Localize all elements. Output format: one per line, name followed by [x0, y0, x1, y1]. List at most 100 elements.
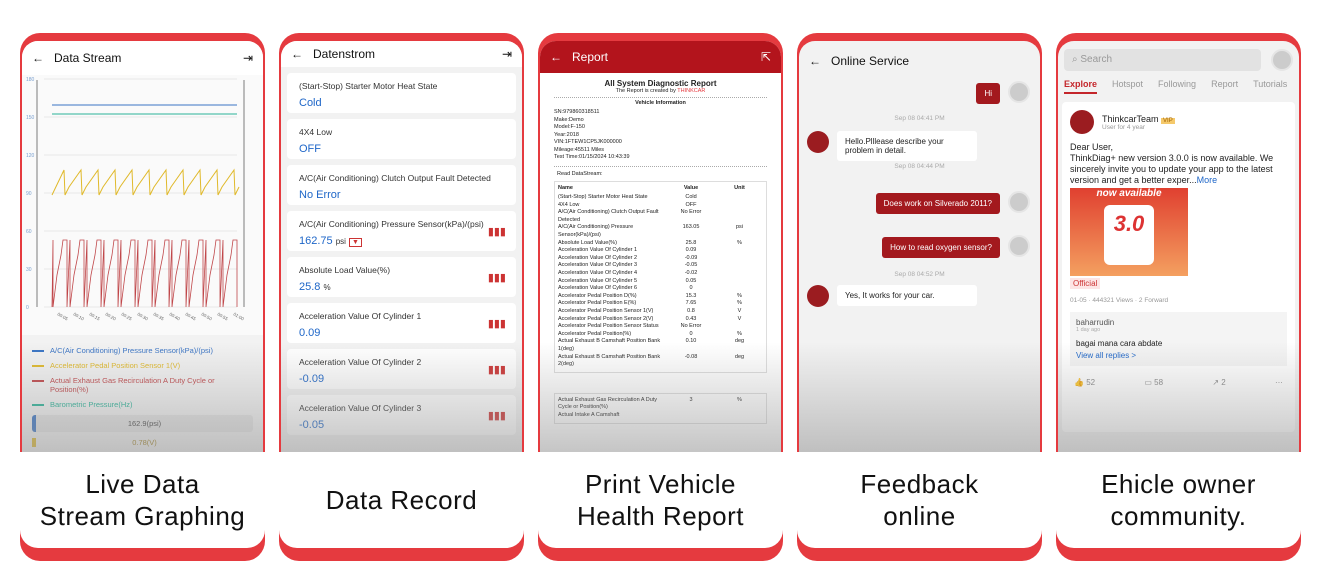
current-value-bar: 162.9(psi) [32, 415, 253, 432]
profile-avatar[interactable] [1271, 49, 1293, 71]
feature-caption: Ehicle owner community. [1056, 452, 1301, 548]
x-tick: 00:15 [89, 312, 102, 322]
x-tick: 00:50 [201, 312, 214, 322]
table-row: Actual Intake A Camshaft [558, 411, 620, 418]
table-row: A/C(Air Conditioning) Clutch Output Faul… [558, 209, 702, 223]
data-item[interactable]: Acceleration Value Of Cylinder 1 0.09 ▮▮▮ [287, 303, 516, 343]
y-tick: 60 [26, 229, 32, 235]
like-button[interactable]: 👍 52 [1074, 378, 1096, 387]
table-row: 4X4 Low OFF [558, 201, 697, 208]
phone-screen: ⌕ Search Explore Hotspot Following Report Tut… [1058, 41, 1299, 452]
export-icon[interactable]: ⇥ [501, 47, 512, 61]
export-icon[interactable]: ⇥ [242, 51, 253, 65]
tab-report[interactable]: Report [1211, 79, 1239, 89]
x-tick: 00:35 [153, 312, 166, 322]
back-icon[interactable]: ← [809, 54, 821, 68]
user-message: Hi [976, 83, 1000, 104]
x-tick: 00:30 [137, 312, 150, 322]
x-tick: 00:05 [57, 312, 70, 322]
graph-icon[interactable]: ▮▮▮ [487, 318, 506, 330]
user-message: How to read oxygen sensor? [882, 237, 1000, 258]
y-tick: 0 [26, 305, 29, 311]
data-item[interactable]: Acceleration Value Of Cylinder 3 -0.05 ▮▮▮ [287, 395, 516, 435]
data-item[interactable]: A/C(Air Conditioning) Pressure Sensor(kP… [287, 211, 516, 251]
graph-icon[interactable]: ▮▮▮ [487, 226, 506, 238]
table-row: Accelerator Pedal Position Sensor 1(V) 0.… [558, 308, 742, 314]
tab-hotspot[interactable]: Hotspot [1112, 79, 1144, 89]
feature-card: ← Online Service Hi Sep 08 04:41 PM Hello.Pl… [797, 33, 1042, 561]
search-icon: ⌕ [1072, 54, 1078, 65]
comment: baharrudin 1 day ago bagai mana cara abdat… [1070, 312, 1287, 366]
next-value-bar: 0.78(V) [32, 438, 253, 447]
table-row: Accelerator Pedal Position D(%) 15.3% [558, 292, 742, 299]
feature-caption: Print Vehicle Health Report [538, 452, 783, 548]
y-tick: 90 [26, 191, 32, 197]
post-image[interactable]: now available 3.0 [1070, 188, 1188, 276]
tab-following[interactable]: Following [1158, 79, 1197, 89]
unit-dropdown-icon[interactable]: ▼ [349, 238, 362, 247]
y-tick: 120 [26, 153, 35, 159]
back-icon[interactable]: ← [550, 50, 562, 64]
table-row: Accelerator Pedal Position Sensor Status… [558, 323, 702, 330]
feature-caption: Feedback online [797, 452, 1042, 548]
legend-swatch [32, 404, 44, 406]
graph-icon[interactable]: ▮▮▮ [487, 410, 506, 422]
series-accel-pedal [51, 168, 240, 196]
x-tick: 00:55 [217, 312, 230, 322]
phone-screen: ← Report ⇱ All System Diagnostic Report The … [540, 41, 781, 452]
table-row: Accelerator Pedal Position Sensor 2(V) 0.… [558, 315, 742, 322]
search-input[interactable]: ⌕ Search [1064, 49, 1261, 71]
official-tag: Official [1070, 278, 1101, 289]
report-title: All System Diagnostic Report [604, 79, 717, 88]
data-item[interactable]: 4X4 Low OFF [287, 119, 516, 159]
data-item[interactable]: Acceleration Value Of Cylinder 2 -0.09 ▮▮▮ [287, 349, 516, 389]
graph-icon[interactable]: ▮▮▮ [487, 364, 506, 376]
series-egr [51, 239, 238, 308]
data-item[interactable]: A/C(Air Conditioning) Clutch Output Faul… [287, 165, 516, 205]
legend-swatch [32, 365, 44, 367]
table-row: Acceleration Value Of Cylinder 5 0.05 [558, 277, 697, 284]
y-tick: 150 [26, 115, 35, 121]
y-tick: 30 [26, 267, 32, 273]
table-row: Acceleration Value Of Cylinder 4 -0.02 [558, 270, 698, 277]
phone-screen: ← Online Service Hi Sep 08 04:41 PM Hello.Pl… [799, 41, 1040, 452]
share-button[interactable]: ↗ 2 [1212, 378, 1226, 387]
table-row: Acceleration Value Of Cylinder 3 -0.05 [558, 262, 698, 269]
user-avatar [1008, 81, 1030, 103]
table-row: (Start-Stop) Starter Motor Heat State Col… [558, 194, 697, 201]
legend-item[interactable]: Accelerator Pedal Position Sensor 1(V) [32, 361, 253, 370]
share-icon[interactable]: ⇱ [760, 50, 771, 64]
agent-avatar [807, 131, 829, 153]
data-item[interactable]: (Start-Stop) Starter Motor Heat State Col… [287, 73, 516, 113]
view-replies-link[interactable]: View all replies > [1076, 351, 1137, 360]
feature-card: ⌕ Search Explore Hotspot Following Report Tut… [1056, 33, 1301, 561]
table-row: Actual Exhaust B Camshaft Position Bank … [558, 353, 745, 368]
feature-card: ← Data Stream ⇥ 0 30 60 90 120 150 180 00:05 00:10 0… [20, 33, 265, 561]
report-document: All System Diagnostic Report The Report i… [546, 73, 775, 452]
tab-tutorials[interactable]: Tutorials [1253, 79, 1288, 89]
legend-item[interactable]: A/C(Air Conditioning) Pressure Sensor(kP… [32, 346, 253, 355]
data-stream-chart: 0 30 60 90 120 150 180 00:05 00:10 00:15 00:20 00:2… [22, 75, 263, 335]
back-icon[interactable]: ← [291, 47, 303, 61]
screen-title: Data Stream [54, 51, 122, 65]
data-item[interactable]: Absolute Load Value(%) 25.8 % ▮▮▮ [287, 257, 516, 297]
table-row: Accelerator Pedal Position E(%) 7.65% [558, 300, 742, 307]
feature-caption: Data Record [279, 452, 524, 548]
agent-message: Hello.Plllease describe your problem in … [837, 131, 977, 161]
legend-item[interactable]: Actual Exhaust Gas Recirculation A Duty … [32, 376, 253, 394]
legend-item[interactable]: Barometric Pressure(Hz) [32, 400, 253, 409]
post-card: ThinkcarTeam VIP User for 4 year Dear User… [1062, 102, 1295, 432]
author-avatar[interactable] [1070, 110, 1094, 134]
vip-badge: VIP [1161, 117, 1175, 124]
table-row: Actual Exhaust B Camshaft Position Bank … [558, 338, 745, 352]
tab-explore[interactable]: Explore [1064, 79, 1098, 94]
more-link[interactable]: More [1196, 175, 1218, 185]
more-options-icon[interactable]: ··· [1274, 378, 1283, 387]
y-tick: 180 [26, 77, 35, 83]
comment-button[interactable]: ▭ 58 [1144, 378, 1164, 387]
phone-screen: ← Datenstrom ⇥ (Start-Stop) Starter Motor H… [281, 41, 522, 452]
screen-title: Datenstrom [313, 47, 376, 61]
agent-avatar [807, 285, 829, 307]
graph-icon[interactable]: ▮▮▮ [487, 272, 506, 284]
back-icon[interactable]: ← [32, 51, 44, 65]
